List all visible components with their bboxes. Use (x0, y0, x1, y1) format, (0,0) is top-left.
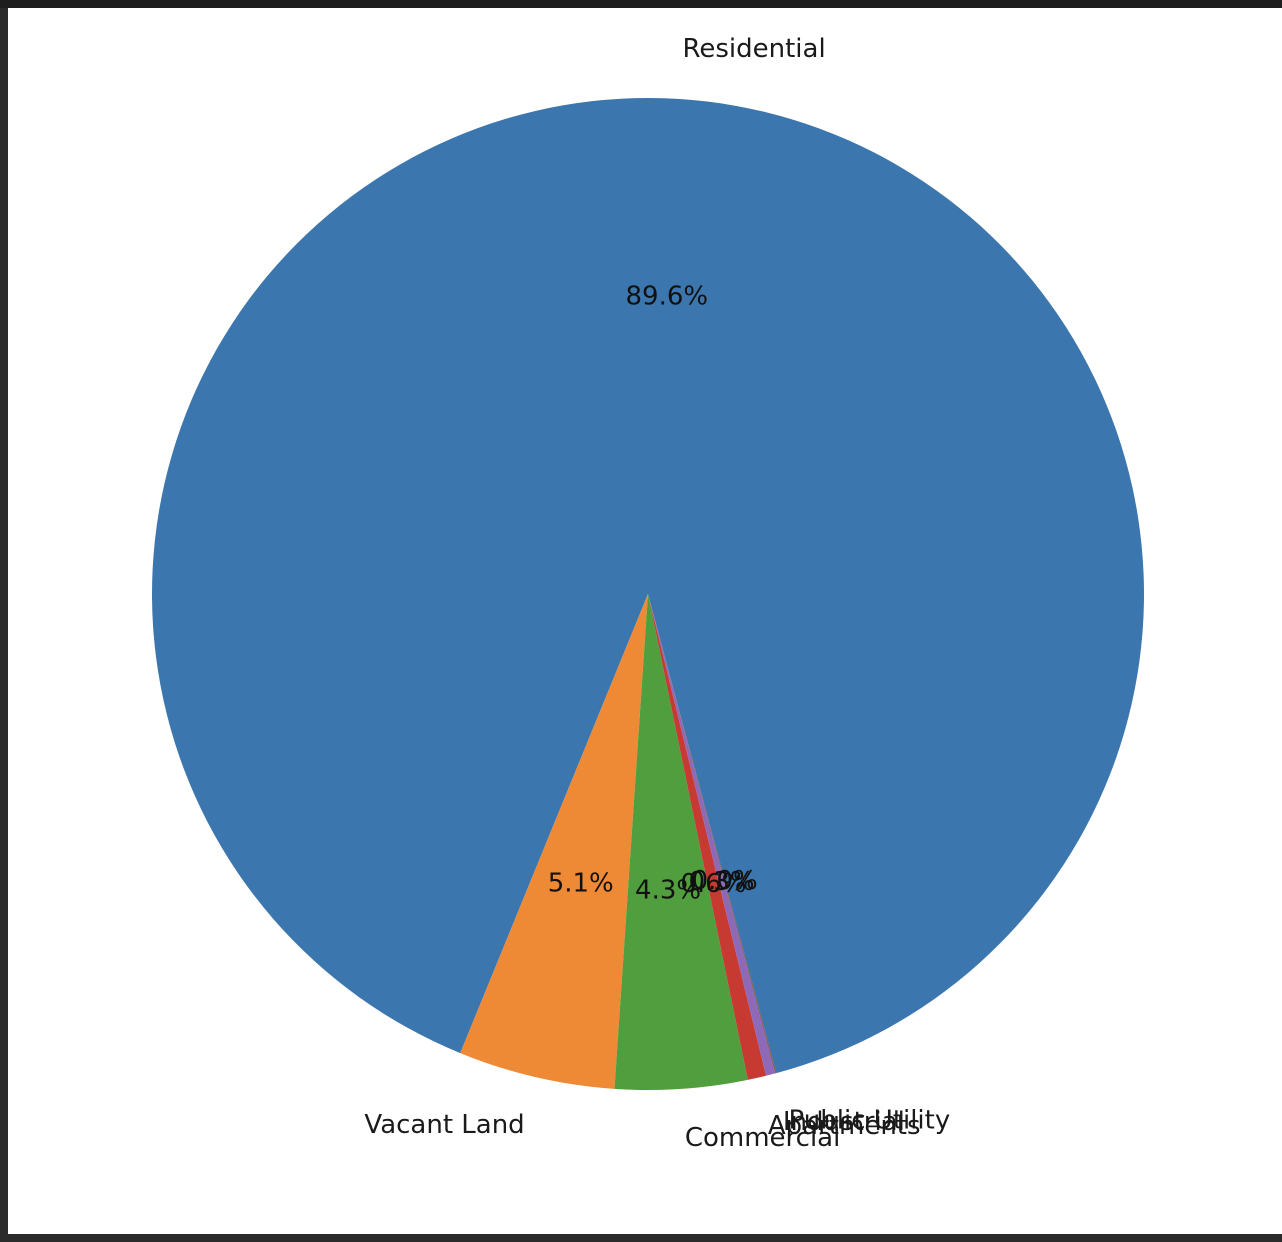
pie-slice-apartments (648, 594, 767, 1080)
slice-pct-industrial: 0.3% (689, 867, 755, 897)
slice-label-commercial: Commercial (685, 1123, 841, 1153)
slice-label-public-utility: Public Utility (789, 1106, 951, 1136)
slice-label-vacant-land: Vacant Land (364, 1110, 524, 1140)
chart-canvas: Residential 89.6% Vacant Land 5.1% Commercia… (8, 8, 1282, 1234)
pie-slice-commercial (614, 594, 748, 1090)
slice-label-industrial: Industrial (783, 1107, 905, 1137)
slice-pct-apartments: 0.6% (680, 869, 746, 899)
slice-pct-residential: 89.6% (626, 281, 709, 311)
pie-slice-vacant-land (460, 594, 648, 1089)
pie-slice-public-utility (648, 594, 777, 1074)
slice-pct-public-utility: 0.0% (692, 866, 758, 896)
slice-label-apartments: Apartments (768, 1111, 921, 1141)
slice-pct-vacant-land: 5.1% (548, 868, 614, 898)
pie-slice-residential (151, 97, 1145, 1074)
slice-label-residential: Residential (682, 34, 825, 64)
slice-pct-commercial: 4.3% (635, 875, 701, 905)
window-top-border (0, 0, 1282, 8)
pie-slice-industrial (648, 594, 776, 1076)
pie-chart: Residential 89.6% Vacant Land 5.1% Commercia… (151, 34, 1145, 1153)
